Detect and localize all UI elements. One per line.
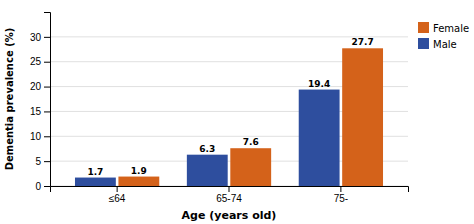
y-tick: 5 xyxy=(35,156,50,167)
x-tick-label: 65-74 xyxy=(216,193,242,204)
legend: Female Male xyxy=(418,22,469,50)
y-tick-label: 15 xyxy=(30,106,42,117)
data-label: 27.7 xyxy=(351,37,373,47)
bar xyxy=(299,90,340,186)
x-tick: 65-74 xyxy=(216,186,242,204)
y-tick: 25 xyxy=(30,56,50,67)
x-tick-label: 75- xyxy=(334,193,348,204)
y-tick: 20 xyxy=(30,81,50,92)
y-tick-label: 10 xyxy=(30,131,42,142)
y-tick-mark xyxy=(44,111,50,112)
y-tick: 30 xyxy=(30,32,50,43)
y-tick-mark xyxy=(44,62,50,63)
data-label: 6.3 xyxy=(199,144,215,154)
x-axis-line xyxy=(51,187,409,193)
y-tick: 10 xyxy=(30,131,50,142)
legend-item: Female xyxy=(418,22,469,34)
x-tick-mark xyxy=(117,186,118,192)
data-label: 7.6 xyxy=(243,137,259,147)
bar xyxy=(342,48,383,186)
y-tick-label: 5 xyxy=(35,156,41,167)
y-axis: 0 5 10 15 20 25 30 xyxy=(30,13,51,192)
data-label: 1.9 xyxy=(131,166,147,176)
x-axis: ≤64 65-74 75- xyxy=(51,186,409,204)
y-tick-mark xyxy=(44,87,50,88)
plot: 1.7 6.3 19.4 1.9 7.6 27.7 ≤64 65-74 75- 0 5 10 15 20 2… xyxy=(30,13,409,205)
y-axis-title: Dementia prevalence (%) xyxy=(4,28,15,171)
y-tick: 15 xyxy=(30,106,50,117)
bar xyxy=(118,177,159,186)
legend-swatch xyxy=(418,22,429,33)
y-tick-label: 0 xyxy=(35,181,41,192)
y-tick-mark xyxy=(44,161,50,162)
data-label: 19.4 xyxy=(308,79,330,89)
y-tick-label: 20 xyxy=(30,81,42,92)
x-tick: 75- xyxy=(334,186,348,204)
x-tick: ≤64 xyxy=(109,186,126,204)
x-tick-mark xyxy=(229,186,230,192)
data-label: 1.7 xyxy=(87,167,103,177)
y-tick-mark xyxy=(44,136,50,137)
y-tick-label: 25 xyxy=(30,56,42,67)
data-labels: 1.7 6.3 19.4 1.9 7.6 27.7 xyxy=(87,37,373,176)
x-tick-label: ≤64 xyxy=(109,193,126,204)
chart: 1.7 6.3 19.4 1.9 7.6 27.7 ≤64 65-74 75- 0 5 10 15 20 2… xyxy=(0,0,474,224)
bar xyxy=(230,148,271,186)
y-tick: 0 xyxy=(35,181,50,192)
legend-swatch xyxy=(418,38,429,49)
legend-label: Female xyxy=(433,23,469,34)
bar xyxy=(75,178,116,186)
grid xyxy=(50,37,408,186)
x-tick-mark xyxy=(340,186,341,192)
y-tick-mark xyxy=(44,37,50,38)
bar xyxy=(187,155,228,186)
y-tick-mark xyxy=(44,186,50,187)
y-tick-label: 30 xyxy=(30,32,42,43)
legend-item: Male xyxy=(418,38,457,50)
x-axis-title: Age (years old) xyxy=(182,209,277,222)
y-axis-line xyxy=(44,13,51,187)
legend-label: Male xyxy=(433,39,457,50)
bars xyxy=(75,48,383,186)
